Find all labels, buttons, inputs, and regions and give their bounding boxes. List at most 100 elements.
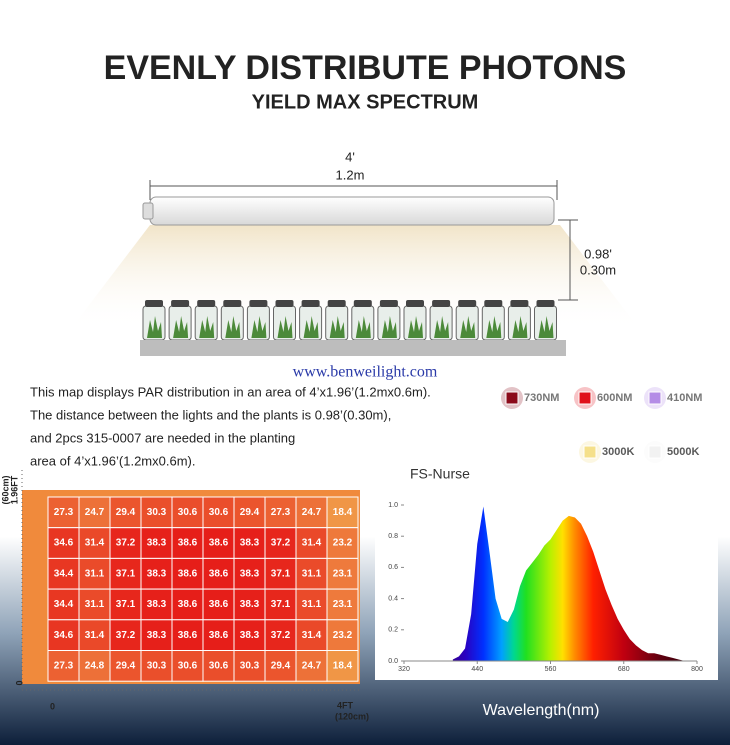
leaves: [408, 316, 423, 338]
cell-value: 29.4: [240, 507, 260, 518]
cell-value: 27.3: [54, 507, 74, 518]
heat-cell: [78, 619, 111, 651]
x-axis-start: 0: [50, 701, 55, 711]
jar-lid: [171, 300, 190, 307]
heat-cell: [78, 650, 111, 682]
legend-label: 730NM: [524, 392, 559, 404]
length-ft: 4': [345, 149, 355, 164]
cell-value: 29.4: [116, 507, 136, 518]
y-tick-label: 1.0: [388, 502, 398, 509]
y-tick-label: 0.8: [388, 533, 398, 540]
cell-value: 31.4: [85, 630, 105, 641]
cell-value: 29.4: [116, 660, 136, 671]
leaves: [147, 316, 162, 338]
cell-value: 37.2: [271, 538, 291, 549]
cell-value: 38.3: [147, 538, 167, 549]
spectrum-area: [452, 506, 685, 661]
heat-cell: [109, 619, 142, 651]
x-axis-label: Wavelength(nm): [483, 702, 600, 719]
spectrum-title: FS-Nurse: [410, 466, 470, 482]
leaves: [381, 316, 397, 338]
cell-value: 24.7: [85, 507, 105, 518]
jar-lid: [536, 300, 555, 307]
cell-value: 37.1: [116, 568, 136, 579]
cell-value: 38.3: [240, 630, 260, 641]
cell-value: 38.3: [147, 630, 167, 641]
heat-cell: [78, 496, 111, 529]
cell-value: 38.6: [178, 568, 198, 579]
description-line: and 2pcs 315-0007 are needed in the plan…: [30, 430, 295, 445]
heat-cell: [202, 588, 235, 621]
heat-cell: [140, 496, 173, 529]
cell-value: 30.3: [240, 660, 260, 671]
length-m: 1.2m: [336, 167, 365, 182]
cell-value: 38.6: [209, 630, 229, 641]
cell-value: 38.6: [178, 630, 198, 641]
jar-lid: [510, 300, 529, 307]
y-tick-label: 0.0: [388, 658, 398, 665]
leaves: [355, 316, 371, 338]
cell-value: 38.3: [240, 568, 260, 579]
leaves: [460, 316, 476, 338]
heat-cell: [326, 588, 359, 621]
x-tick-label: 680: [618, 666, 630, 673]
leaves: [434, 316, 450, 338]
heat-cell: [326, 557, 359, 590]
cell-value: 38.3: [240, 599, 260, 610]
leaves: [277, 316, 293, 338]
cell-value: 31.4: [302, 538, 322, 549]
jar-lid: [197, 300, 216, 307]
light-tube: [149, 196, 555, 226]
heat-cell: [233, 619, 266, 651]
cell-value: 38.6: [209, 599, 229, 610]
heat-cell: [233, 650, 266, 682]
description-line: This map displays PAR distribution in an…: [30, 384, 431, 399]
x-axis-end: 4FT: [337, 700, 354, 710]
cell-value: 37.1: [271, 568, 291, 579]
cell-value: 34.6: [54, 538, 74, 549]
jar-lid: [223, 300, 242, 307]
heat-cell: [171, 619, 204, 651]
x-tick-label: 560: [545, 666, 557, 673]
heat-cell: [202, 557, 235, 590]
cell-value: 23.1: [333, 599, 353, 610]
jar-lid: [353, 300, 372, 307]
leaves: [199, 316, 215, 338]
legend-swatch: [648, 445, 662, 459]
legend-swatch: [505, 391, 519, 405]
heat-cell: [47, 650, 80, 682]
jar-lid: [249, 300, 268, 307]
heat-cell: [233, 588, 266, 621]
cell-value: 27.3: [54, 660, 74, 671]
leaves: [512, 316, 528, 338]
leaves: [251, 316, 267, 338]
leaves: [225, 316, 241, 338]
jar-lid: [379, 300, 398, 307]
cell-value: 29.4: [271, 660, 291, 671]
jar-lid: [301, 300, 320, 307]
heat-cell: [109, 496, 142, 529]
heat-cell: [326, 527, 359, 559]
x-tick-label: 320: [398, 666, 410, 673]
height-m: 0.30m: [580, 262, 616, 277]
legend-swatch: [648, 391, 662, 405]
cell-value: 38.6: [209, 568, 229, 579]
cell-value: 37.2: [116, 630, 136, 641]
cell-value: 31.1: [85, 568, 105, 579]
cell-value: 23.1: [333, 568, 353, 579]
jar-lid: [275, 300, 294, 307]
cell-value: 30.3: [147, 507, 167, 518]
cell-value: 31.1: [85, 599, 105, 610]
watermark: www.benweilight.com: [293, 364, 438, 381]
cell-value: 34.4: [54, 599, 74, 610]
legend-swatch: [583, 445, 597, 459]
cell-value: 31.1: [302, 599, 322, 610]
plants: [142, 300, 557, 341]
heat-cell: [202, 496, 235, 529]
heat-cell: [326, 650, 359, 682]
cell-value: 30.6: [178, 507, 198, 518]
cell-value: 30.6: [178, 660, 198, 671]
heat-cell: [295, 619, 328, 651]
description-line: area of 4’x1.96’(1.2mx0.6m).: [30, 453, 195, 468]
cell-value: 31.4: [302, 630, 322, 641]
